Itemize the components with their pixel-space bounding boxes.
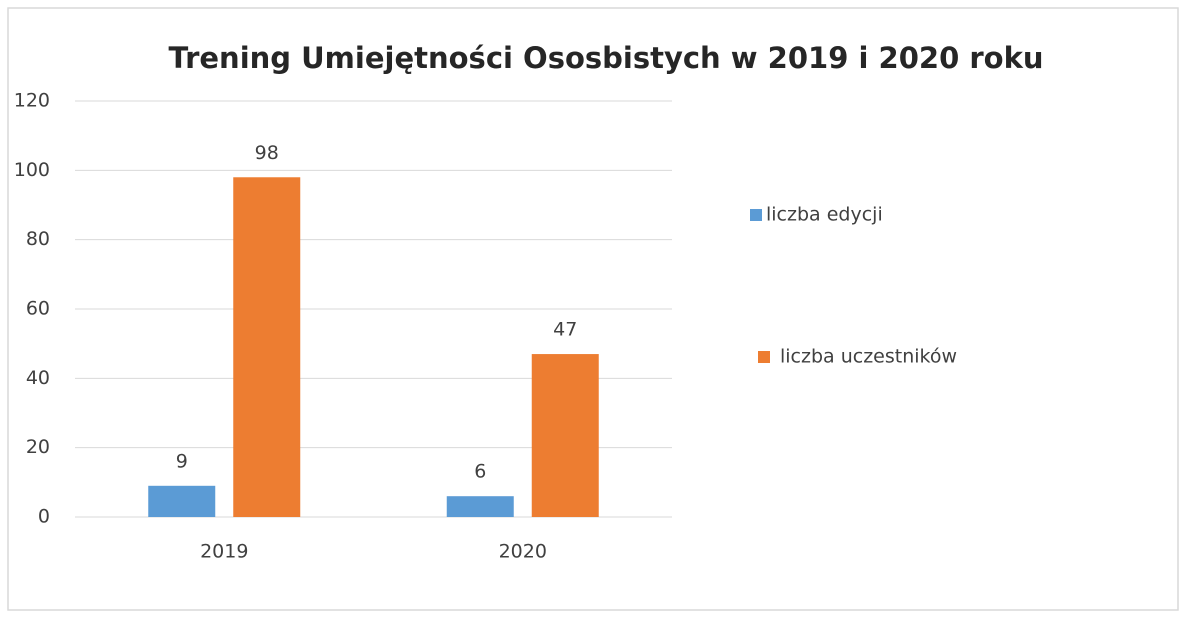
y-tick-label: 120 <box>14 90 50 112</box>
legend-label: liczba uczestników <box>780 346 957 368</box>
y-tick-label: 0 <box>38 506 50 528</box>
data-label: 98 <box>255 142 279 164</box>
bar <box>148 485 216 517</box>
y-tick-label: 80 <box>26 228 50 250</box>
chart-title: Trening Umiejętności Ososbistych w 2019 … <box>168 41 1043 75</box>
legend-swatch <box>750 209 762 221</box>
y-tick-label: 60 <box>26 298 50 320</box>
y-tick-label: 100 <box>14 159 50 181</box>
y-tick-label: 20 <box>26 436 50 458</box>
bar <box>531 354 599 517</box>
bar <box>446 496 514 517</box>
y-tick-label: 40 <box>26 367 50 389</box>
legend-swatch <box>758 351 770 363</box>
x-tick-label: 2019 <box>200 541 248 563</box>
legend-label: liczba edycji <box>766 204 883 226</box>
x-tick-label: 2020 <box>499 541 547 563</box>
data-label: 47 <box>553 319 577 341</box>
bar <box>233 177 301 517</box>
data-label: 6 <box>474 461 486 483</box>
data-label: 9 <box>176 450 188 472</box>
